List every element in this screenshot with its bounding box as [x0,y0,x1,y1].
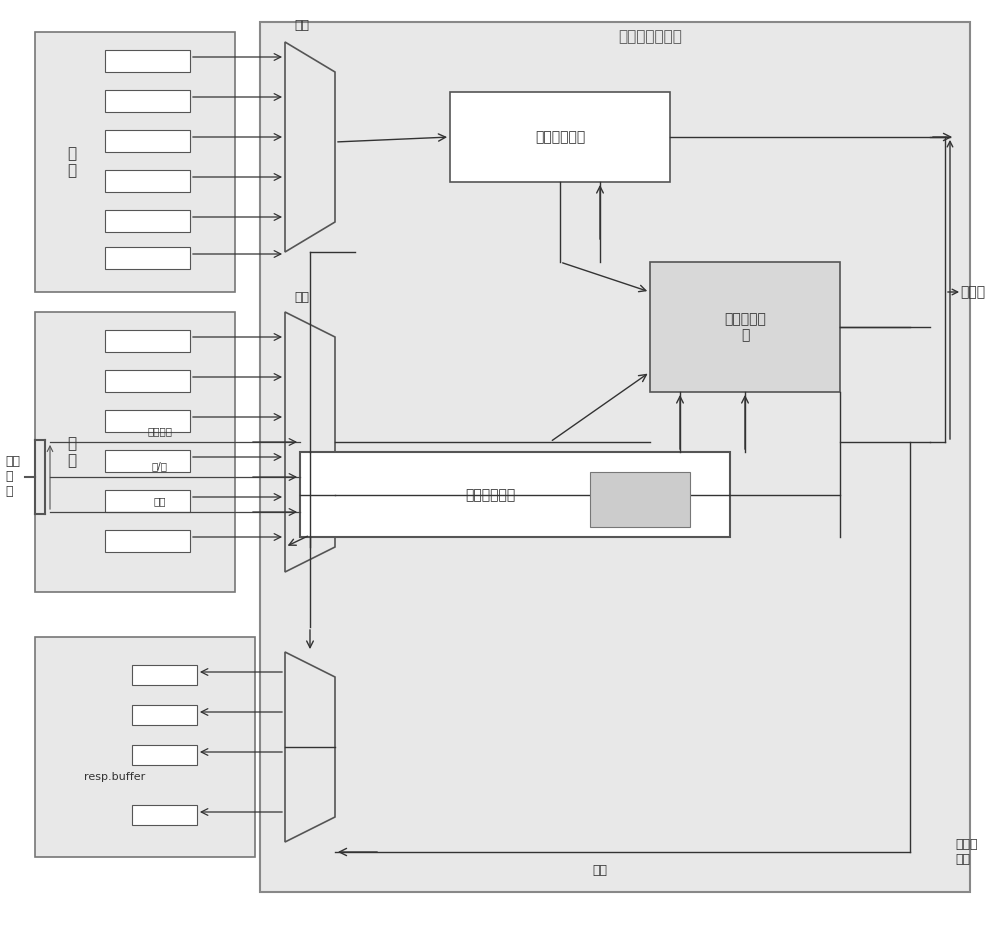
FancyBboxPatch shape [132,665,197,685]
Text: resp.buffer: resp.buffer [84,772,146,782]
FancyBboxPatch shape [105,450,190,472]
FancyBboxPatch shape [105,247,190,269]
Text: 数
据: 数 据 [67,436,77,468]
Text: 地址: 地址 [294,19,310,32]
FancyBboxPatch shape [132,705,197,725]
FancyBboxPatch shape [105,90,190,112]
Text: 到内存: 到内存 [960,285,985,299]
Text: 挂起请求: 挂起请求 [148,426,173,436]
Polygon shape [285,312,335,572]
Text: 从内存
取出: 从内存 取出 [955,838,978,866]
Text: 读/写: 读/写 [152,461,168,471]
Text: 空闲: 空闲 [154,496,166,506]
FancyBboxPatch shape [650,262,840,392]
Text: 地
址: 地 址 [67,146,77,178]
FancyBboxPatch shape [105,210,190,232]
FancyBboxPatch shape [590,472,690,527]
FancyBboxPatch shape [35,312,235,592]
FancyBboxPatch shape [450,92,670,182]
Polygon shape [285,42,335,252]
FancyBboxPatch shape [105,490,190,512]
FancyBboxPatch shape [105,330,190,352]
Text: 所有
请
求: 所有 请 求 [5,456,20,498]
Text: 核心存储控制器: 核心存储控制器 [618,29,682,44]
Text: 命令生成模
块: 命令生成模 块 [724,312,766,342]
Text: 改进的调度器: 改进的调度器 [465,488,515,502]
FancyBboxPatch shape [105,50,190,72]
FancyBboxPatch shape [105,370,190,392]
FancyBboxPatch shape [105,170,190,192]
FancyBboxPatch shape [105,130,190,152]
FancyBboxPatch shape [105,410,190,432]
FancyBboxPatch shape [132,805,197,825]
Text: 地址映射模块: 地址映射模块 [535,130,585,144]
Polygon shape [285,652,335,842]
FancyBboxPatch shape [105,530,190,552]
FancyBboxPatch shape [132,745,197,765]
FancyBboxPatch shape [260,22,970,892]
FancyBboxPatch shape [35,637,255,857]
Text: 数据: 数据 [294,291,310,304]
Text: 数据: 数据 [592,864,608,876]
FancyBboxPatch shape [300,452,730,537]
FancyBboxPatch shape [35,32,235,292]
